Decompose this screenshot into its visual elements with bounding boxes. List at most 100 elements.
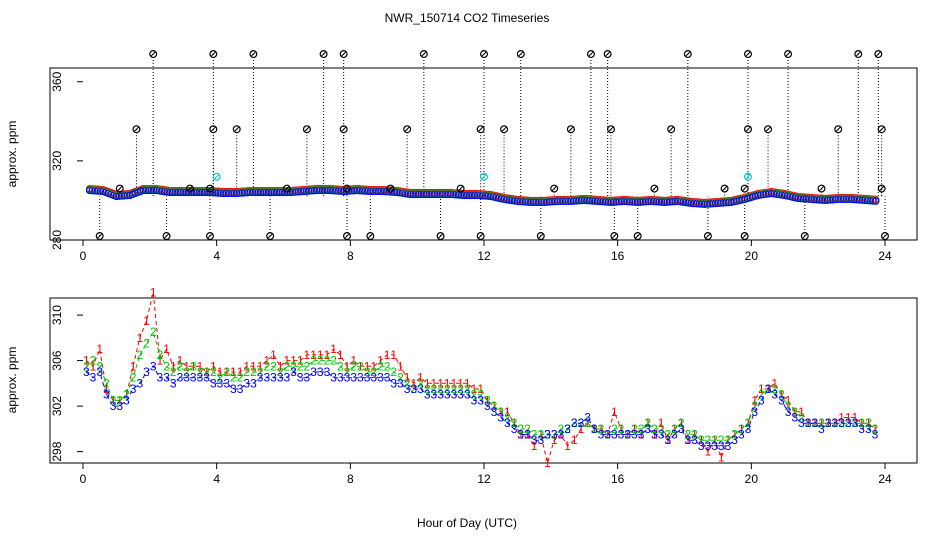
bottom-series-marker: 2 <box>324 354 331 368</box>
bottom-series-marker: 2 <box>243 365 250 379</box>
bottom-series-marker: 3 <box>123 393 130 407</box>
bottom-series-marker: 1 <box>90 359 97 373</box>
bottom-series-marker: 2 <box>578 416 585 430</box>
top-outlier-point <box>476 125 485 134</box>
bottom-series-marker: 3 <box>718 439 725 453</box>
bottom-series-marker: 1 <box>451 376 458 390</box>
bottom-series-marker: 1 <box>731 428 738 442</box>
bottom-series-marker: 3 <box>417 382 424 396</box>
bottom-series-marker: 3 <box>337 371 344 385</box>
bottom-series-marker: 2 <box>872 422 879 436</box>
bottom-series-marker: 3 <box>832 416 839 430</box>
top-outlier-slash <box>210 126 217 132</box>
top-outlier-point <box>342 184 351 193</box>
bottom-x-tick-label: 4 <box>213 472 220 486</box>
bottom-series-marker: 3 <box>404 382 411 396</box>
bottom-series-marker: 2 <box>263 359 270 373</box>
bottom-series-marker: 2 <box>865 416 872 430</box>
bottom-series-marker: 3 <box>845 416 852 430</box>
bottom-series-marker: 1 <box>103 382 110 396</box>
bottom-series-marker: 1 <box>551 433 558 447</box>
bottom-series-marker: 3 <box>96 365 103 379</box>
top-outlier-slash <box>745 51 751 57</box>
top-outlier-slash <box>855 51 862 57</box>
bottom-series-marker: 1 <box>150 285 157 299</box>
bottom-series-marker: 2 <box>544 428 551 442</box>
bottom-series-marker: 2 <box>771 382 778 396</box>
bottom-series-marker: 1 <box>83 354 90 368</box>
bottom-series-marker: 3 <box>511 422 518 436</box>
top-outlier-point <box>480 50 489 59</box>
bottom-series-marker: 2 <box>310 354 317 368</box>
bottom-series-marker: 3 <box>497 410 504 424</box>
bottom-series-marker: 3 <box>731 433 738 447</box>
top-outlier-point <box>650 184 659 193</box>
bottom-series-marker: 1 <box>290 354 297 368</box>
bottom-series-marker: 1 <box>758 382 765 396</box>
bottom-series-marker: 1 <box>297 354 304 368</box>
top-outlier-slash <box>785 51 791 57</box>
bottom-series-marker: 3 <box>751 405 758 419</box>
bottom-series-marker: 3 <box>451 388 458 402</box>
bottom-series-marker: 2 <box>297 359 304 373</box>
bottom-x-tick-label: 8 <box>347 472 354 486</box>
top-outlier-slash <box>741 185 748 192</box>
bottom-series-marker: 3 <box>611 428 618 442</box>
bottom-series-marker: 3 <box>377 371 384 385</box>
bottom-series-marker: 1 <box>270 348 277 362</box>
bottom-series-marker: 1 <box>444 376 451 390</box>
top-outlier-point <box>132 125 141 134</box>
bottom-series-marker: 3 <box>604 428 611 442</box>
bottom-series-marker: 2 <box>290 359 297 373</box>
bottom-series-marker: 1 <box>537 428 544 442</box>
bottom-series-marker: 3 <box>571 416 578 430</box>
bottom-series-marker: 1 <box>377 354 384 368</box>
top-outlier-drop-lines <box>99 54 886 237</box>
bottom-series-marker: 2 <box>805 416 812 430</box>
bottom-series-marker: 3 <box>90 371 97 385</box>
top-outlier-slash <box>367 233 374 239</box>
top-outlier-slash <box>320 51 327 57</box>
bottom-series-marker: 2 <box>618 422 625 436</box>
top-outlier-slash <box>457 185 464 192</box>
bottom-series-marker: 3 <box>852 416 859 430</box>
bottom-series-marker: 1 <box>116 393 123 407</box>
bottom-series-marker: 3 <box>304 371 311 385</box>
top-outlier-point <box>784 50 793 59</box>
bottom-series-marker: 1 <box>404 371 411 385</box>
top-outlier-slash <box>741 233 748 239</box>
top-outlier-slash <box>96 233 103 239</box>
top-outlier-slash <box>207 185 213 192</box>
bottom-series-marker: 1 <box>725 433 732 447</box>
bottom-series-marker: 1 <box>771 376 778 390</box>
bottom-y-tick-label: 298 <box>50 441 64 461</box>
top-series-points <box>85 184 880 208</box>
bottom-series-marker: 1 <box>203 365 210 379</box>
top-outlier-point <box>366 232 375 241</box>
bottom-series-marker: 2 <box>477 388 484 402</box>
bottom-series-marker: 3 <box>297 371 304 385</box>
bottom-series-marker: 2 <box>223 365 230 379</box>
bottom-series-marker: 2 <box>711 433 718 447</box>
bottom-series-marker: 2 <box>277 365 284 379</box>
bottom-series-marker: 2 <box>390 365 397 379</box>
bottom-series-marker: 3 <box>631 428 638 442</box>
bottom-y-axis-label: approx. ppm <box>5 347 19 414</box>
top-outlier-slash <box>668 126 674 132</box>
bottom-series-marker: 2 <box>765 382 772 396</box>
bottom-series-marker: 3 <box>838 416 845 430</box>
bottom-series-marker: 1 <box>858 416 865 430</box>
bottom-series-marker: 2 <box>631 422 638 436</box>
bottom-series-marker: 2 <box>103 376 110 390</box>
bottom-series-marker: 1 <box>798 405 805 419</box>
bottom-series-marker: 1 <box>805 416 812 430</box>
bottom-series-marker: 2 <box>157 348 164 362</box>
bottom-series-marker: 2 <box>337 359 344 373</box>
bottom-series-marker: 1 <box>852 410 859 424</box>
bottom-series-marker: 1 <box>390 348 397 362</box>
bottom-series-marker: 3 <box>357 371 364 385</box>
bottom-series-marker: 1 <box>865 416 872 430</box>
bottom-series-marker: 3 <box>558 428 565 442</box>
